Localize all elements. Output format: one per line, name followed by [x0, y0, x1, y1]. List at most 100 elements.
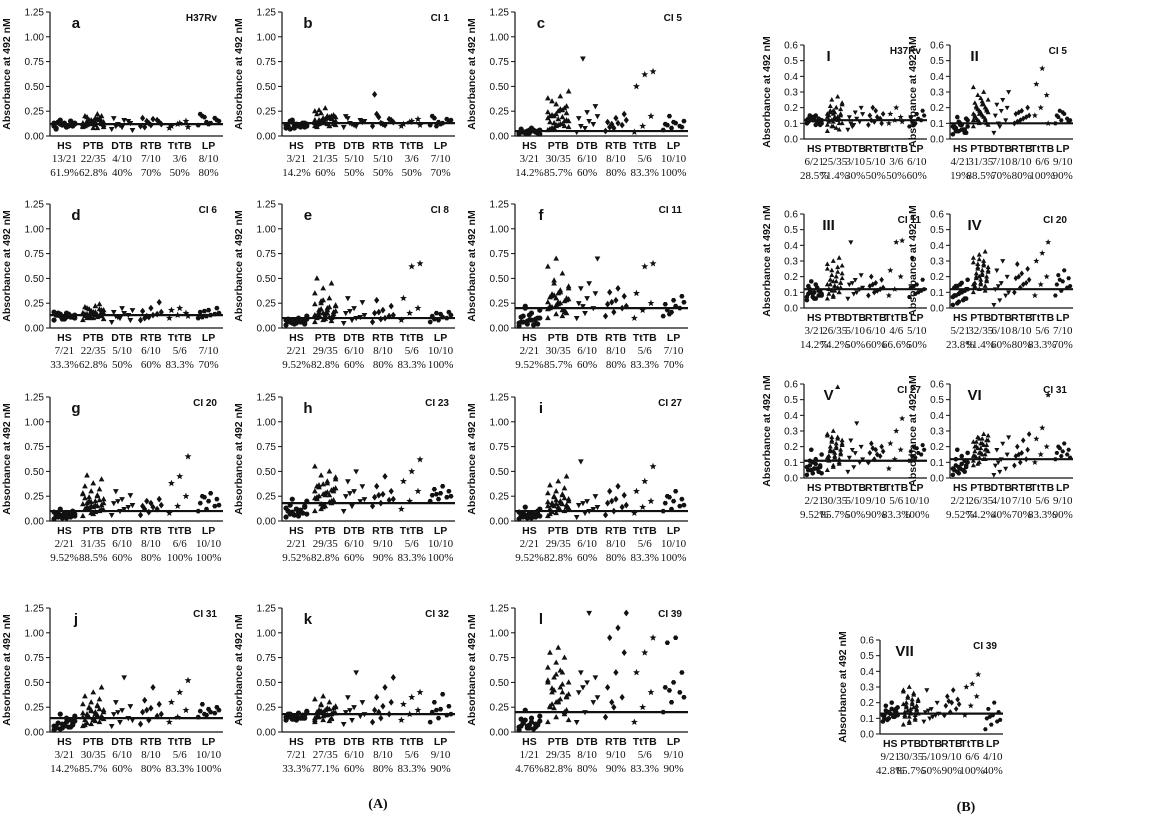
strain-tag: H37Rv [186, 13, 218, 24]
data-point [592, 494, 599, 500]
y-tick-label: 0.4 [784, 72, 798, 83]
data-point [972, 448, 978, 454]
positive-percent: 50% [866, 170, 886, 182]
data-point [397, 505, 405, 513]
data-point [965, 124, 970, 129]
x-tick-label: RTB [941, 738, 963, 750]
y-tick-label: 0.6 [930, 380, 944, 391]
data-point [833, 125, 839, 130]
x-tick-label: RTB [140, 332, 162, 344]
data-point [431, 487, 437, 492]
data-point [98, 113, 105, 119]
x-tick-label: DTB [844, 482, 866, 494]
data-point [547, 649, 553, 655]
positive-percent: 100% [661, 552, 687, 564]
data-point [679, 496, 685, 502]
data-point [915, 290, 921, 295]
positive-count: 8/10 [1012, 325, 1032, 337]
data-point [563, 310, 570, 316]
data-point [448, 493, 454, 499]
data-point [666, 688, 673, 693]
data-point [1003, 293, 1009, 299]
data-point [357, 499, 364, 505]
x-tick-label: HS [953, 143, 968, 155]
data-point [826, 291, 832, 296]
data-point [520, 319, 526, 325]
data-point [577, 459, 584, 465]
data-point [524, 318, 530, 324]
data-point [100, 118, 107, 125]
data-point [380, 306, 386, 314]
data-point [533, 513, 539, 519]
data-point [1026, 431, 1032, 438]
data-point [553, 121, 560, 128]
y-tick-label: 1.25 [490, 8, 510, 19]
panel-letter: j [73, 611, 78, 628]
data-point [921, 113, 927, 118]
data-point [140, 708, 146, 716]
data-point [332, 121, 339, 128]
positive-percent: 9.52% [515, 359, 543, 371]
data-point [867, 449, 873, 456]
data-point [623, 609, 629, 617]
data-point [830, 428, 836, 433]
panel-letter: b [303, 15, 312, 32]
data-point [547, 703, 553, 709]
positive-count: 5/10 [845, 495, 865, 507]
data-point [1015, 443, 1020, 450]
data-point [981, 261, 987, 266]
y-tick-label: 0.00 [490, 132, 510, 143]
data-point [594, 505, 601, 511]
data-point [127, 317, 134, 324]
positive-count: 9/10 [431, 749, 451, 761]
data-point [108, 723, 115, 730]
y-tick-label: 0.5 [784, 56, 798, 67]
data-point [824, 128, 830, 134]
data-point [557, 684, 564, 690]
data-point [921, 719, 927, 725]
data-point [915, 450, 921, 455]
data-point [320, 693, 327, 699]
data-point [972, 100, 978, 105]
data-point [318, 702, 324, 708]
data-point [318, 118, 324, 124]
positive-percent: 83.3% [631, 167, 659, 179]
data-point [88, 707, 95, 713]
x-tick-label: RTB [372, 736, 394, 748]
data-point [414, 115, 422, 123]
strain-tag: CI 27 [658, 398, 682, 409]
positive-percent: 80% [1012, 170, 1032, 182]
data-point [858, 444, 864, 450]
data-point [849, 281, 855, 286]
positive-count: 5/10 [907, 325, 927, 337]
data-point [887, 110, 894, 117]
positive-percent: 50% [344, 167, 364, 179]
data-point [613, 114, 619, 122]
data-point [621, 110, 627, 118]
data-point [144, 497, 150, 505]
y-tick-label: 1.00 [257, 417, 277, 428]
positive-count: 3/6 [889, 156, 904, 168]
positive-percent: 90% [373, 552, 393, 564]
y-tick-label: 0.00 [490, 517, 510, 528]
x-tick-label: PTB [548, 525, 569, 537]
y-tick-label: 0.50 [25, 274, 45, 285]
panel-letter: III [822, 217, 835, 234]
y-tick-label: 0.4 [784, 241, 798, 252]
y-tick-label: 1.00 [25, 32, 45, 43]
positive-percent: 82.8% [544, 552, 572, 564]
positive-percent: 90% [1053, 509, 1073, 521]
data-point [573, 316, 580, 322]
x-tick-label: DTB [576, 140, 598, 152]
y-tick-label: 0.25 [490, 299, 510, 310]
data-point [641, 477, 649, 485]
x-tick-label: DTB [576, 736, 598, 748]
data-point [408, 467, 416, 475]
positive-count: 7/10 [991, 156, 1011, 168]
data-point [96, 696, 103, 702]
data-point [435, 715, 442, 721]
x-tick-label: PTB [548, 332, 569, 344]
data-point [1006, 90, 1012, 95]
data-point [619, 503, 625, 511]
